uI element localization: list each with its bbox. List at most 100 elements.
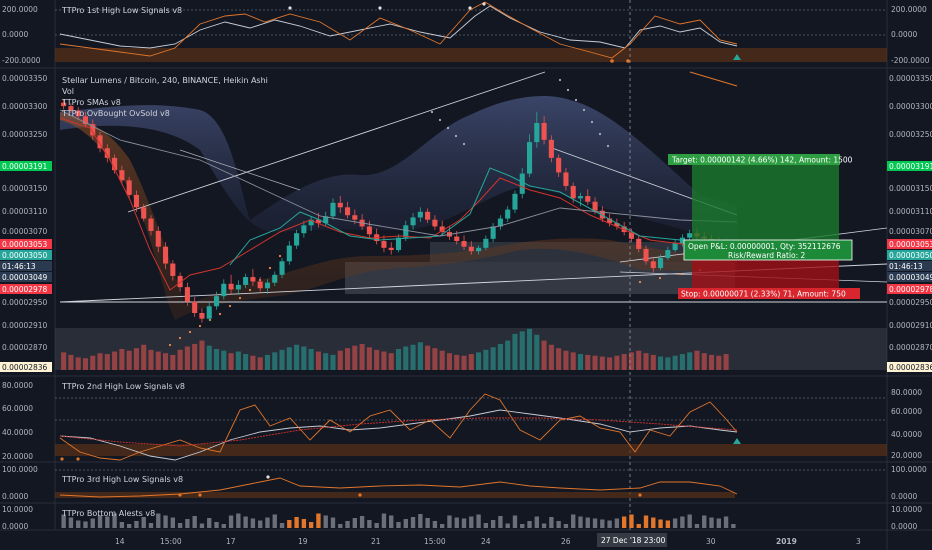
volume-bar: [585, 354, 591, 370]
main-tick-15: 0.00002870: [2, 343, 48, 352]
candle-body: [497, 218, 503, 227]
alert-bar: [272, 514, 277, 528]
alert-bar: [614, 518, 620, 528]
alert-bar: [389, 515, 394, 528]
volume-bar: [548, 344, 554, 370]
alert-bar: [359, 516, 365, 528]
candle-body: [213, 296, 220, 307]
alert-bar: [556, 521, 561, 528]
volume-bars: [61, 328, 729, 370]
alert-bar: [563, 524, 569, 528]
volume-bar: [432, 348, 438, 370]
alert-bar: [592, 518, 598, 528]
main-rtick-12: 0.00002978: [889, 285, 932, 294]
volume-bar: [687, 352, 693, 370]
bottom-pane-title: TTPro Bottom Alests v8: [61, 509, 155, 518]
volume-bar: [323, 353, 329, 370]
volume-bar: [213, 349, 220, 370]
volume-bar: [497, 343, 503, 370]
candle-body: [636, 238, 642, 249]
time-label-6: 15:00: [424, 537, 446, 546]
volume-bar: [395, 349, 402, 370]
alert-bar: [323, 515, 328, 528]
second-rtick-2: 60.0000: [891, 407, 922, 416]
candle-body: [439, 226, 445, 233]
third-tick-2: 0.0000: [2, 492, 28, 501]
alert-bar: [112, 513, 117, 528]
alert-bar: [207, 518, 212, 528]
alert-bar: [199, 523, 205, 528]
volume-bar: [97, 353, 103, 370]
volume-bar: [716, 355, 722, 370]
volume-bar: [563, 350, 569, 370]
candle-body: [97, 135, 103, 149]
time-axis[interactable]: 14 15:00 17 19 21 15:00 24 26 28 30 2019…: [115, 533, 861, 547]
alert-bar: [221, 524, 226, 528]
volume-bar: [425, 345, 431, 370]
main-tick-12: 0.00002978: [2, 285, 48, 294]
bottom-rtick-1: 10.0000: [891, 505, 922, 514]
volume-bar: [315, 351, 321, 370]
alert-bar: [76, 520, 81, 528]
alert-bar: [185, 519, 190, 528]
alert-bar: [396, 522, 401, 528]
candle-body: [133, 194, 139, 208]
volume-bar: [133, 348, 139, 370]
candle-body: [381, 241, 387, 248]
main-rtick-14: 0.00002910: [889, 321, 932, 330]
candle-body: [548, 139, 554, 158]
candle-body: [344, 207, 351, 216]
alert-bar: [585, 517, 590, 528]
volume-bar: [301, 346, 307, 370]
volume-bar: [155, 351, 161, 370]
alert-bar: [330, 517, 336, 528]
volume-bar: [417, 342, 423, 370]
volume-bar: [534, 334, 540, 370]
volume-bar: [614, 355, 620, 370]
candle-body: [410, 217, 416, 226]
stop-label: Stop: 0.00000071 (2.33%) 71, Amount: 750: [681, 290, 846, 299]
volume-bar: [672, 355, 678, 370]
candle-body: [643, 248, 649, 262]
position-tool[interactable]: Target: 0.00000142 (4.66%) 142, Amount: …: [668, 154, 860, 299]
candle-body: [330, 202, 336, 217]
candle-body: [505, 209, 511, 219]
candle-body: [294, 233, 300, 246]
third-orange-line: [59, 477, 738, 498]
volume-bar: [658, 356, 664, 370]
alert-bar: [469, 516, 474, 528]
candle-body: [235, 284, 241, 290]
main-rtick-2: 0.00003300: [889, 102, 932, 111]
top-tick-2: 0.0000: [2, 30, 28, 39]
time-label-12: 3: [856, 537, 861, 546]
candle-body: [395, 237, 402, 251]
alert-bar: [578, 516, 583, 528]
volume-bar: [177, 349, 183, 370]
target-zone: [692, 165, 839, 243]
sma-green-line: [229, 167, 737, 266]
bottom-alert-bars: [61, 513, 736, 528]
volume-bar: [592, 355, 598, 370]
volume-bar: [68, 354, 74, 370]
alert-bar: [483, 523, 489, 528]
alert-bar: [345, 521, 350, 528]
time-label-4: 19: [298, 537, 308, 546]
main-tick-2: 0.00003300: [2, 102, 48, 111]
candle-body: [155, 230, 161, 247]
main-rtick-1: 0.00003350: [889, 74, 932, 83]
volume-bar: [359, 343, 365, 370]
candle-body: [526, 142, 533, 174]
volume-bar: [621, 354, 627, 370]
volume-bar: [446, 353, 453, 370]
candle-body: [90, 124, 96, 136]
alert-bar: [723, 516, 729, 528]
volume-bar: [257, 357, 263, 370]
volume-bar: [461, 355, 467, 370]
candle-body: [556, 157, 562, 173]
main-rtick-16: 0.00002836: [889, 363, 932, 372]
volume-bar: [82, 358, 89, 370]
alert-bar: [250, 518, 256, 528]
bottom-rtick-2: 0.0000: [891, 522, 917, 531]
candle-body: [592, 201, 598, 211]
